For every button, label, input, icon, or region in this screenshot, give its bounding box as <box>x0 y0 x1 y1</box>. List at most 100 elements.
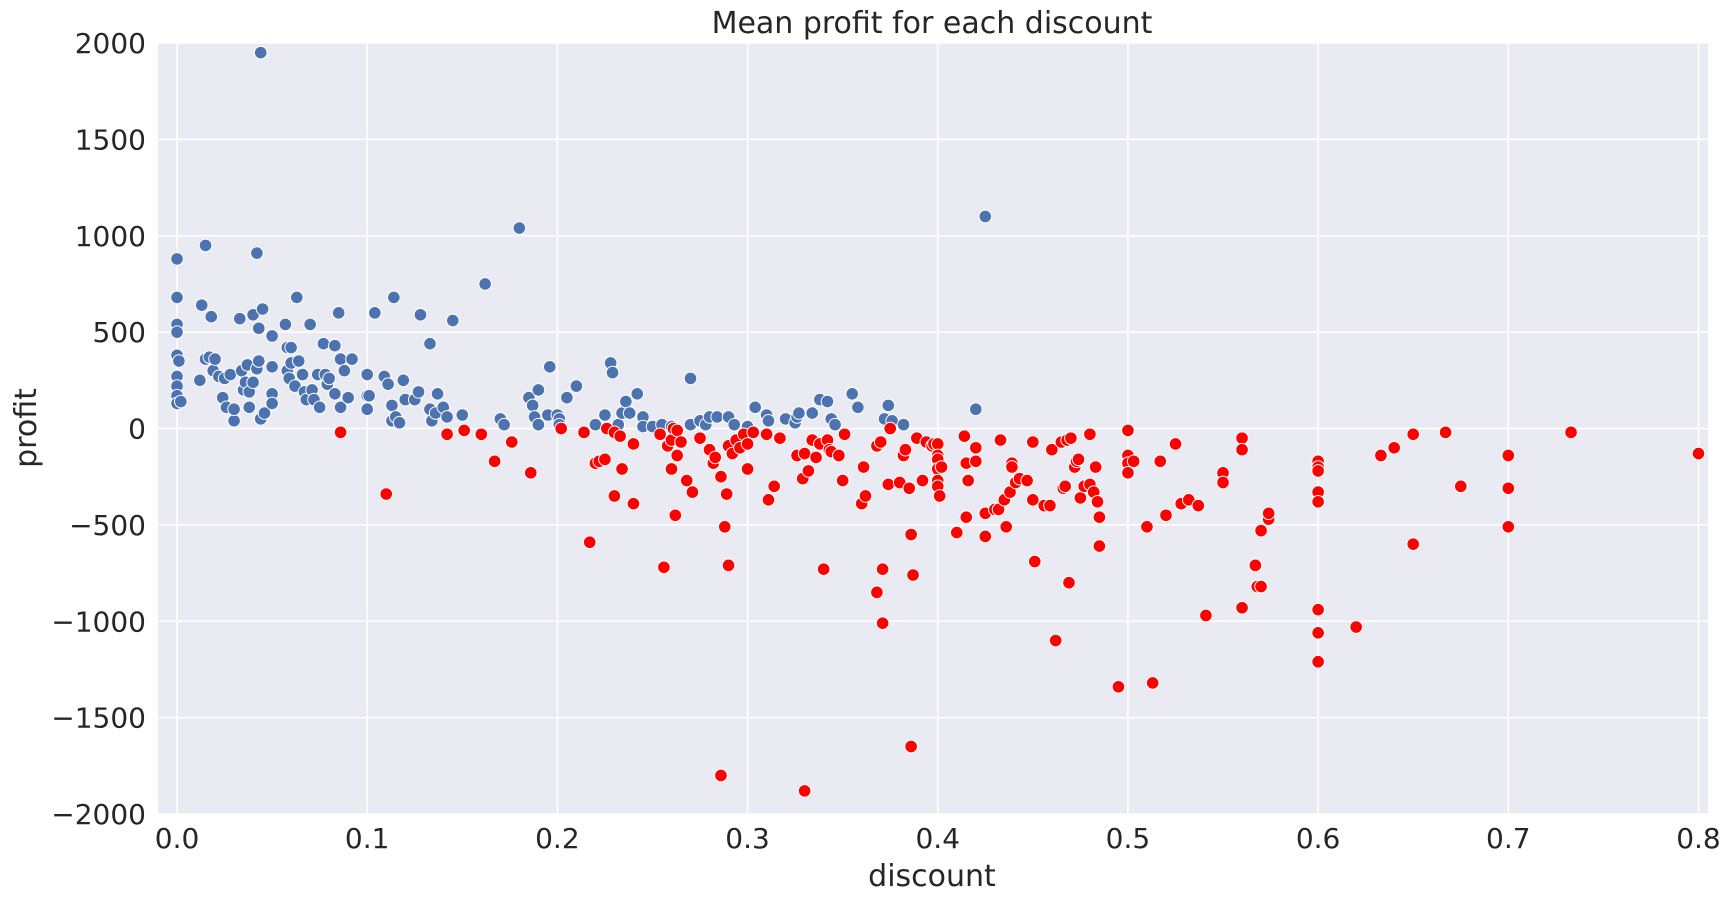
data-point <box>837 427 852 442</box>
data-point <box>748 400 762 415</box>
data-point <box>740 437 755 451</box>
data-point <box>968 440 983 455</box>
data-point <box>693 431 707 445</box>
data-point <box>1406 427 1421 442</box>
data-point <box>679 473 694 488</box>
data-point <box>445 313 460 328</box>
data-point <box>387 290 401 305</box>
data-point <box>978 209 993 224</box>
data-point <box>657 560 671 575</box>
data-point <box>626 437 641 451</box>
data-point <box>930 437 945 451</box>
data-point <box>1121 423 1135 438</box>
data-point <box>457 423 471 438</box>
data-point <box>1261 506 1276 521</box>
data-point <box>345 352 359 366</box>
data-point <box>1092 539 1107 553</box>
data-point <box>440 410 454 424</box>
data-point <box>379 487 394 501</box>
data-point <box>337 363 352 378</box>
data-point <box>845 387 859 401</box>
data-point <box>607 489 622 503</box>
y-tick-label: 0 <box>128 413 146 446</box>
data-point <box>1027 554 1042 569</box>
data-point <box>630 387 645 401</box>
data-point <box>1020 473 1034 488</box>
data-point <box>303 317 317 332</box>
data-point <box>773 431 787 445</box>
data-point <box>1235 431 1249 445</box>
data-point <box>251 354 266 368</box>
data-point <box>227 402 241 417</box>
x-tick-label: 0.7 <box>1486 822 1531 855</box>
grid <box>158 42 1708 815</box>
data-point <box>1064 431 1078 445</box>
data-point <box>328 387 342 401</box>
data-point <box>1043 498 1057 513</box>
data-point <box>961 473 975 488</box>
data-point <box>727 417 742 432</box>
data-point <box>251 321 266 336</box>
data-point <box>809 450 823 465</box>
data-point <box>1092 510 1107 524</box>
data-point <box>1216 475 1230 490</box>
data-point <box>312 400 327 415</box>
data-point <box>1374 448 1388 463</box>
data-point <box>554 421 568 436</box>
data-point <box>423 336 437 351</box>
data-point <box>875 562 890 577</box>
y-tick-label: 1500 <box>75 123 146 156</box>
data-point <box>1235 442 1249 457</box>
data-point <box>1153 454 1168 469</box>
data-point <box>1311 654 1325 669</box>
data-point <box>290 290 304 305</box>
series-2-points <box>333 421 1706 798</box>
data-point <box>767 479 781 494</box>
data-point <box>1140 520 1154 534</box>
data-point <box>1311 626 1325 640</box>
data-point <box>622 406 637 420</box>
data-point <box>385 398 399 413</box>
data-point <box>968 454 983 469</box>
data-point <box>504 435 519 449</box>
data-point <box>316 336 331 351</box>
data-point <box>664 462 679 476</box>
data-point <box>474 427 489 442</box>
data-point <box>999 520 1014 534</box>
data-point <box>719 487 734 501</box>
data-points <box>170 45 1706 798</box>
data-point <box>1126 454 1141 469</box>
data-point <box>1235 600 1249 615</box>
data-point <box>881 477 896 492</box>
data-point <box>904 527 918 542</box>
data-point <box>915 473 930 488</box>
data-point <box>670 448 685 463</box>
data-point <box>949 525 964 540</box>
data-point <box>1254 523 1268 538</box>
chart-title: Mean profit for each discount <box>712 6 1153 41</box>
data-point <box>1311 494 1325 509</box>
data-point <box>440 427 454 442</box>
data-point <box>253 45 268 60</box>
data-point <box>598 408 612 422</box>
data-point <box>246 375 260 390</box>
data-point <box>1073 491 1088 505</box>
data-point <box>1501 520 1516 534</box>
data-point <box>685 485 700 499</box>
data-point <box>870 585 884 600</box>
data-point <box>1026 493 1040 507</box>
data-point <box>1062 575 1076 590</box>
data-point <box>265 396 279 411</box>
data-point <box>1058 479 1072 494</box>
data-point <box>1168 437 1183 451</box>
y-tick-label: −500 <box>69 509 146 542</box>
data-point <box>531 417 546 432</box>
data-point <box>797 784 812 798</box>
data-point <box>525 398 540 413</box>
data-point <box>761 493 776 507</box>
data-point <box>333 425 348 440</box>
data-point <box>295 367 310 382</box>
data-point <box>497 417 511 432</box>
data-point <box>710 410 724 424</box>
